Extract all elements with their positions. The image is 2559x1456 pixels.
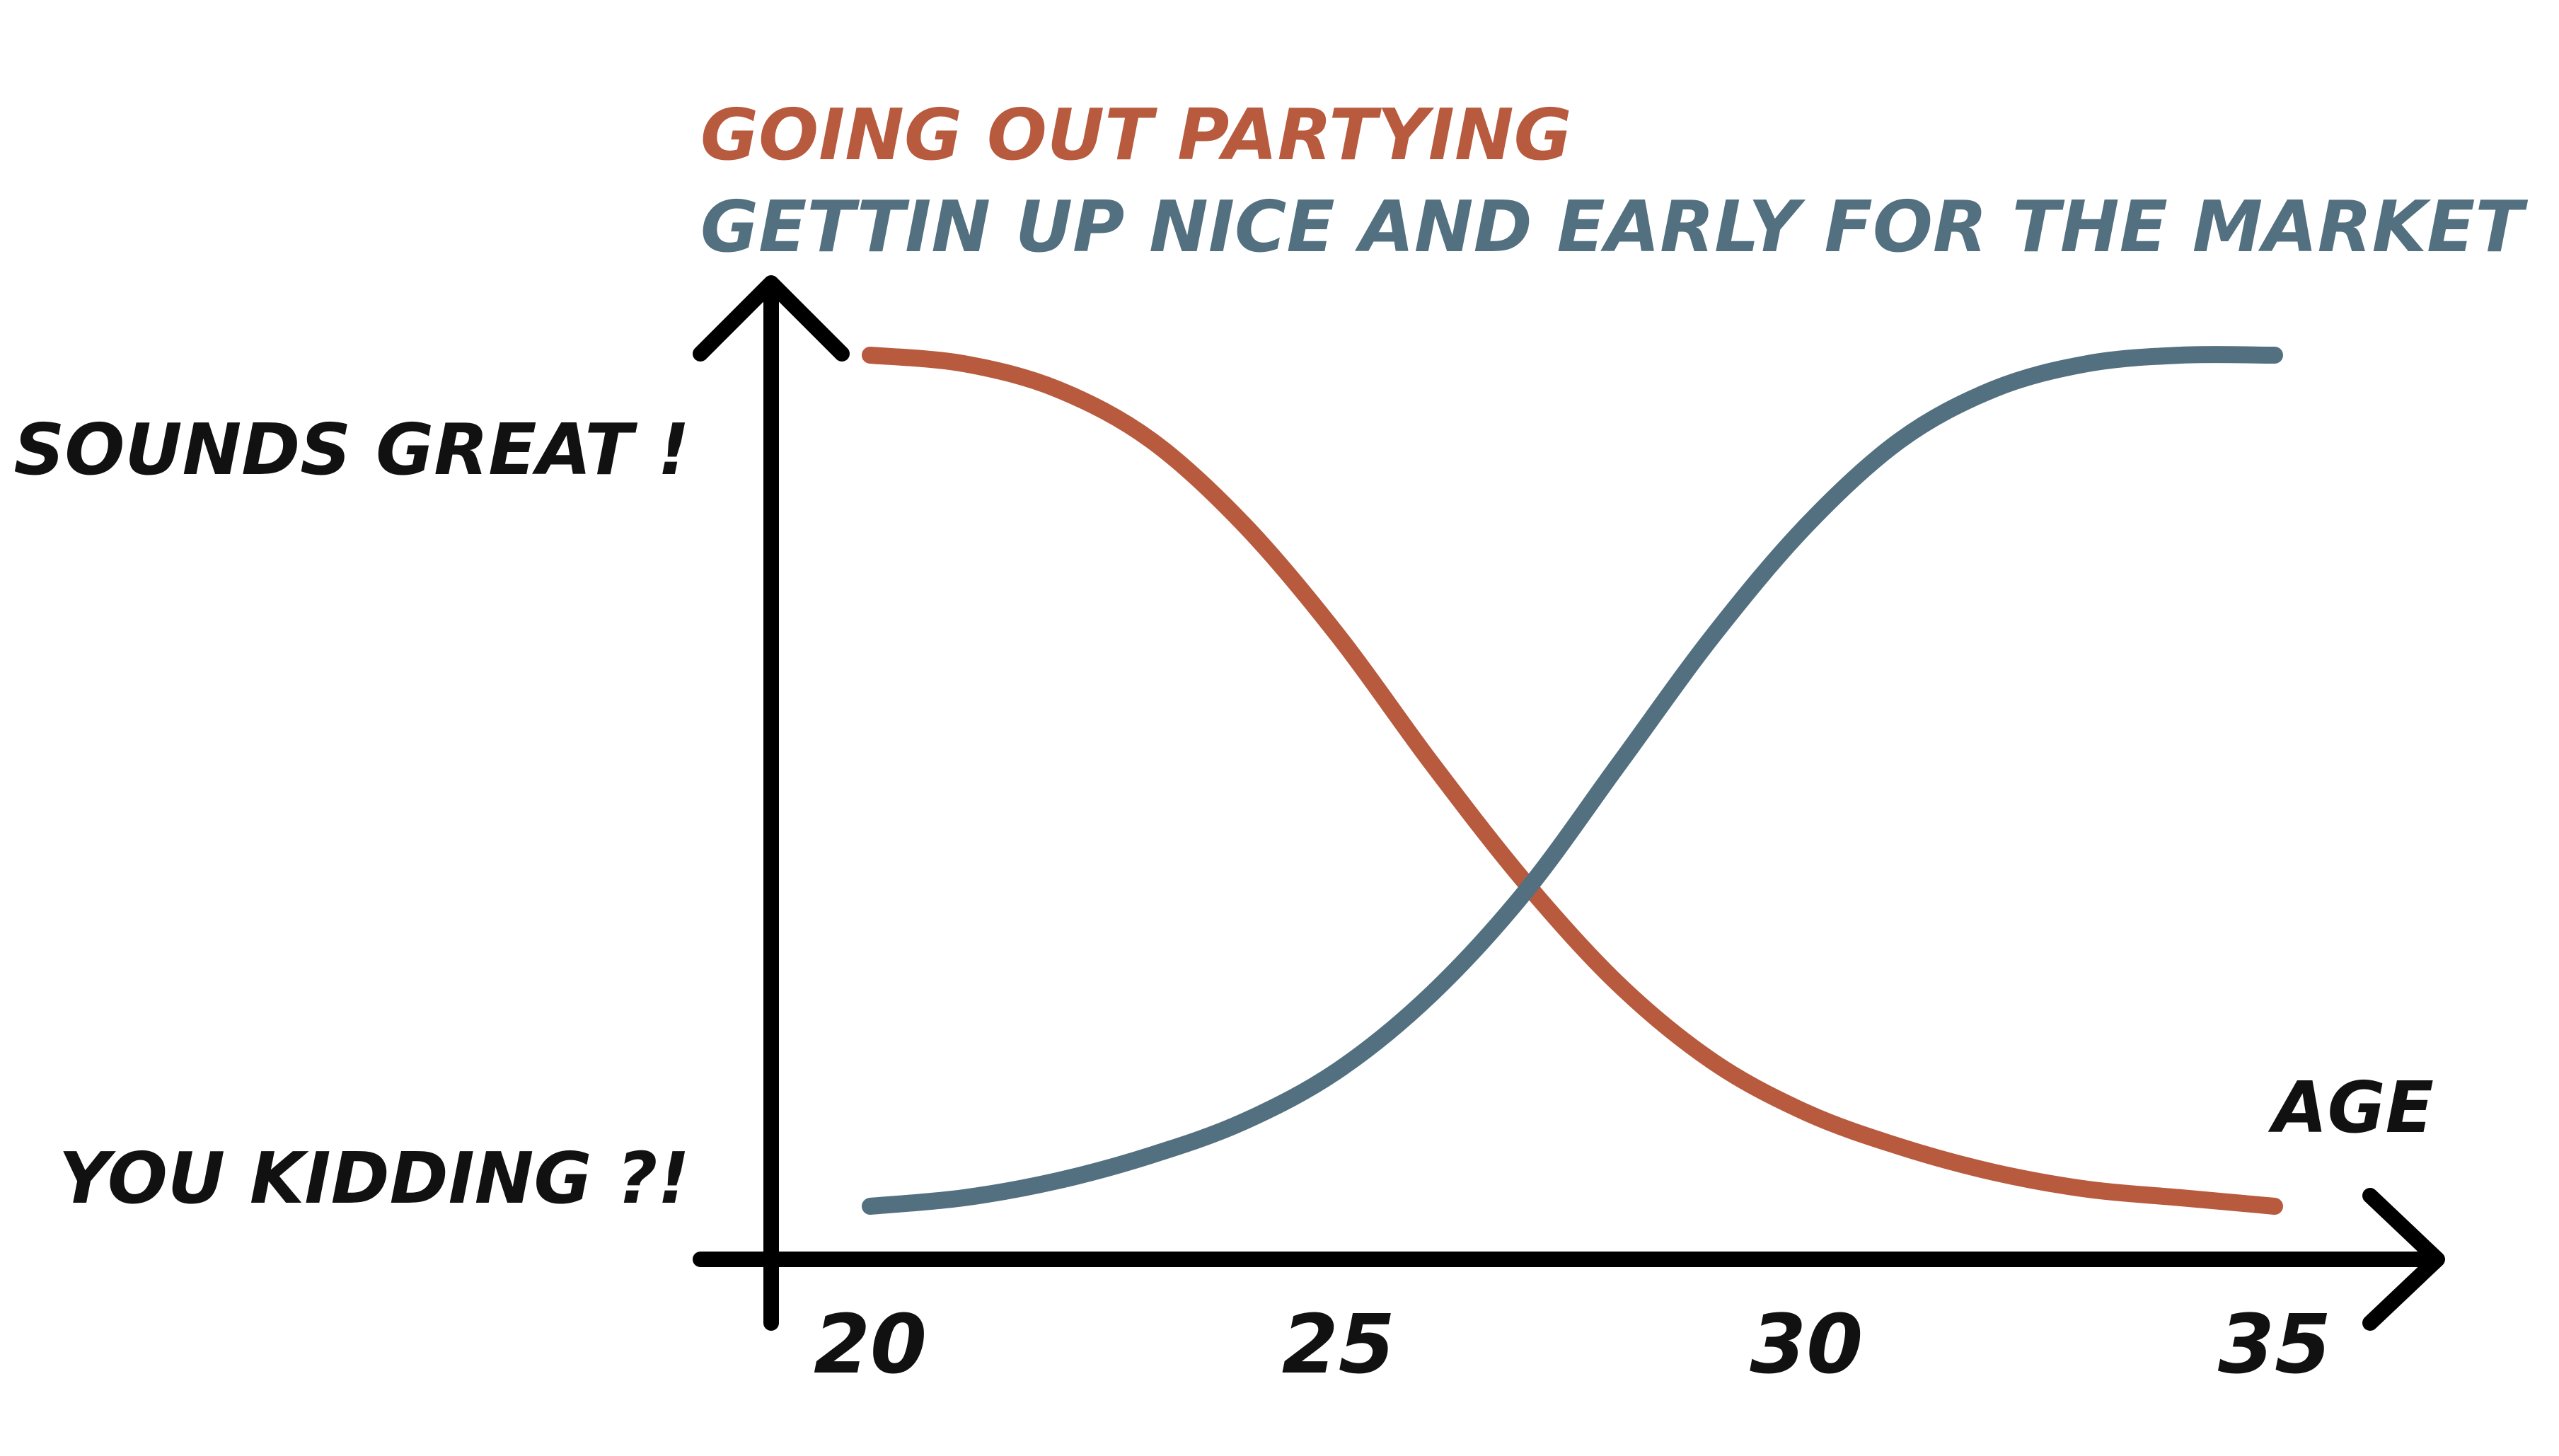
y-tick-label-top: SOUNDS GREAT ! <box>13 408 690 491</box>
y-axis <box>693 275 850 1331</box>
legend-entry-partying: GOING OUT PARTYING <box>700 93 1572 176</box>
x-tick-label-30: 30 <box>1750 1298 1863 1392</box>
series-layer <box>862 346 2283 1215</box>
x-axis-label: AGE <box>2268 1066 2434 1149</box>
y-tick-label-bottom: YOU KIDDING ?! <box>59 1137 690 1220</box>
x-axis <box>693 1188 2445 1331</box>
x-tick-label-35: 35 <box>2218 1298 2331 1392</box>
legend-entry-market: GETTIN UP NICE AND EARLY FOR THE MARKET <box>700 185 2528 268</box>
x-tick-label-20: 20 <box>814 1298 927 1392</box>
series-line-1 <box>862 346 2283 1215</box>
x-tick-label-25: 25 <box>1282 1298 1395 1392</box>
x-tick-layer: 20 25 30 35 <box>814 1298 2331 1392</box>
series-line-0 <box>862 347 2283 1215</box>
